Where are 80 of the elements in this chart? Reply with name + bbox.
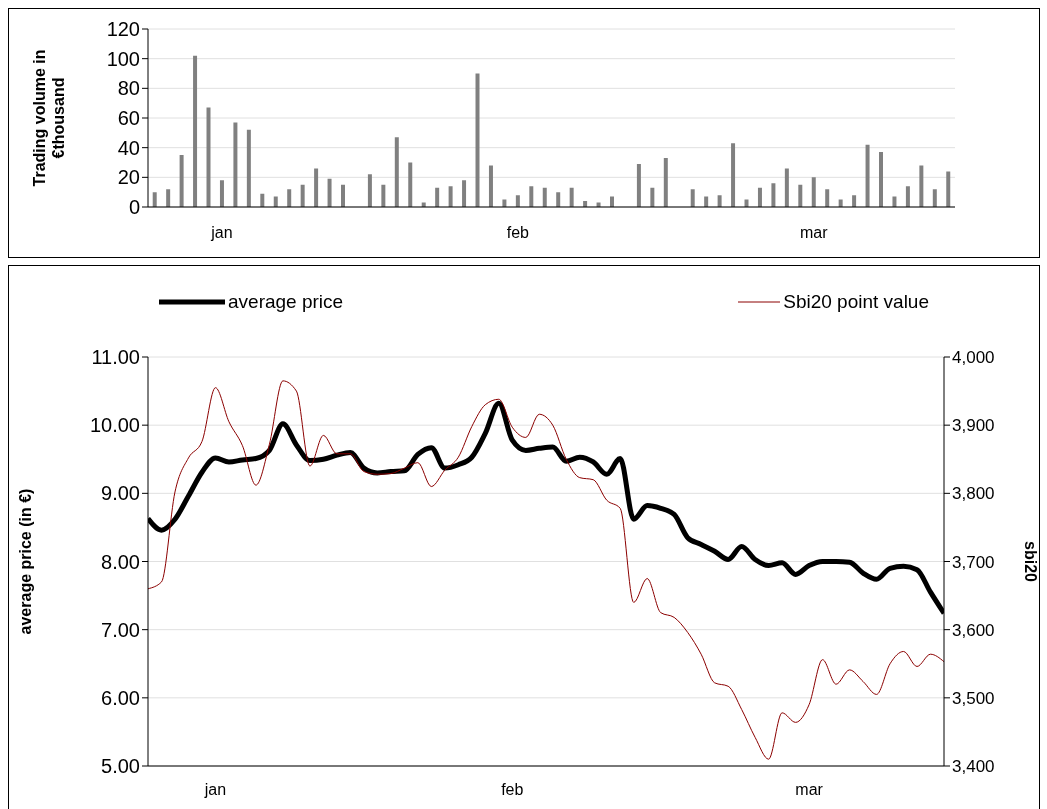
x-tick-label: mar (795, 781, 824, 799)
bar (314, 168, 319, 207)
bar (905, 186, 910, 207)
bar (327, 178, 332, 207)
bar (636, 163, 641, 207)
bar (462, 180, 467, 207)
y-tick-label: 6.00 (101, 686, 140, 709)
y-tick-label: 60 (117, 107, 140, 130)
bar (731, 143, 736, 207)
bar (529, 186, 534, 207)
bar (179, 155, 184, 207)
bar (811, 177, 816, 207)
x-tick-label: feb (501, 781, 524, 799)
bar (246, 129, 251, 207)
bar (341, 184, 346, 207)
y-tick-label: 100 (106, 47, 140, 70)
bar (663, 158, 668, 207)
bar (206, 107, 211, 207)
bar (650, 187, 655, 207)
bar (193, 55, 198, 207)
bar (233, 122, 238, 207)
bar (475, 73, 480, 207)
y-tick-label: 10.00 (89, 414, 140, 437)
y-tick-label: 120 (106, 18, 140, 41)
bar (569, 187, 574, 207)
bar (448, 186, 453, 207)
bar (381, 184, 386, 207)
y2-tick-label: 3,700 (952, 552, 995, 572)
x-tick-label: mar (799, 224, 829, 242)
bar (798, 184, 803, 207)
bar (879, 152, 884, 207)
legend-label: average price (228, 291, 344, 313)
bar (852, 195, 857, 207)
bar (757, 187, 762, 207)
x-tick-label: jan (210, 224, 233, 242)
line-series (148, 380, 944, 760)
y2-tick-label: 3,900 (952, 416, 995, 436)
bar (932, 189, 937, 207)
bar (435, 187, 440, 207)
y-tick-label: 0 (128, 196, 140, 219)
bar (946, 171, 951, 207)
bar (771, 183, 776, 207)
y-axis-title: average price (in €) (17, 488, 34, 635)
bar (219, 180, 224, 207)
bar (542, 187, 547, 207)
x-tick-label: jan (203, 781, 227, 799)
bar (488, 165, 493, 207)
bar (556, 192, 561, 207)
y-tick-label: 80 (117, 77, 140, 100)
bar (784, 168, 789, 207)
bar (919, 165, 924, 207)
y-tick-label: 40 (117, 136, 140, 159)
bar (287, 189, 292, 207)
y2-tick-label: 4,000 (952, 348, 995, 368)
y-axis-title: Trading volume in €thousand (31, 49, 67, 187)
bar (300, 184, 305, 207)
y-tick-label: 9.00 (101, 482, 140, 505)
y-tick-label: 7.00 (101, 618, 140, 641)
bar (825, 189, 830, 207)
y-tick-label: 11.00 (91, 346, 140, 369)
bar (690, 189, 695, 207)
bar (408, 162, 413, 207)
y2-tick-label: 3,500 (952, 688, 995, 708)
bar (152, 192, 157, 207)
y-tick-label: 8.00 (101, 550, 140, 573)
bar (367, 174, 372, 207)
bar (515, 195, 520, 207)
y2-tick-label: 3,800 (952, 484, 995, 504)
y2-tick-label: 3,400 (952, 757, 995, 777)
x-tick-label: feb (506, 224, 530, 242)
y2-tick-label: 3,600 (952, 620, 995, 640)
y-tick-label: 20 (117, 166, 140, 189)
bar (865, 144, 870, 207)
bar (260, 193, 265, 207)
legend-label: Sbi20 point value (783, 291, 929, 313)
y2-axis-title: sbi20 (1022, 541, 1039, 583)
bar (717, 195, 722, 207)
bar (394, 137, 399, 207)
y-tick-label: 5.00 (101, 755, 140, 778)
bar (166, 189, 171, 207)
